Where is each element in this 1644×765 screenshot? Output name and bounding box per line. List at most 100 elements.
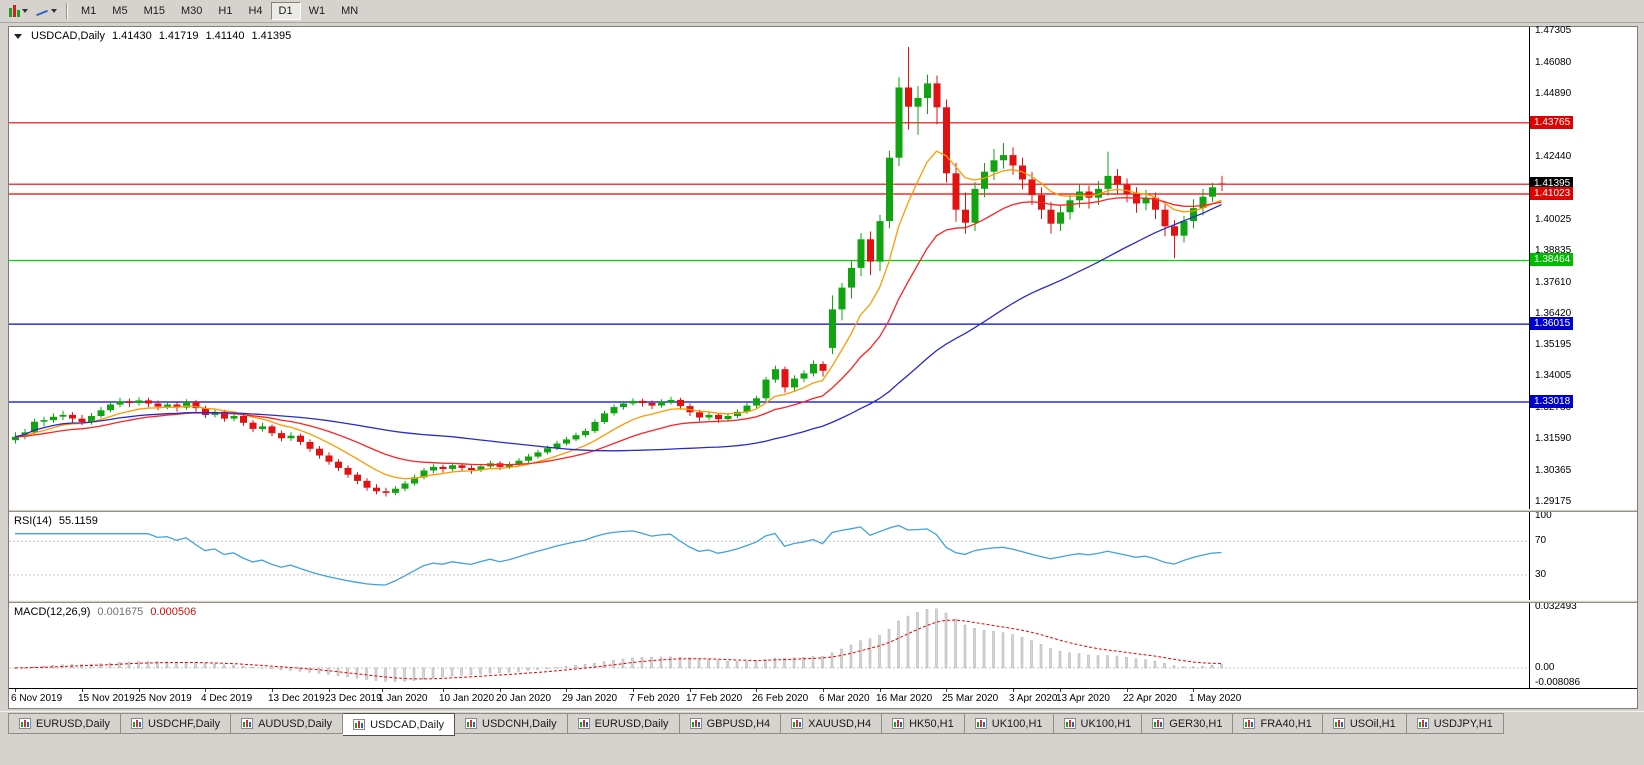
time-axis-tick [1193, 689, 1194, 692]
rsi-indicator-pane[interactable]: RSI(14) 55.1159 [9, 512, 1529, 600]
macd-axis-label: 0.032493 [1535, 601, 1577, 612]
price-badge: 1.33018 [1530, 395, 1574, 408]
chart-type-dropdown[interactable] [5, 3, 32, 19]
chart-tab-icon [1063, 718, 1076, 729]
price-scale[interactable]: 1.47305 1.46080 1.44890 1.42440 1.40025 1.388… [1530, 25, 1637, 688]
rsi-value: 55.1159 [58, 515, 98, 527]
timeframe-button-d1[interactable]: D1 [270, 2, 301, 20]
time-axis-tick [633, 689, 634, 692]
pane-splitter[interactable] [9, 509, 1637, 512]
chart-tab-ger30-h1[interactable]: GER30,H1 [1142, 713, 1234, 734]
chart-tab-usdcnh-daily[interactable]: USDCNH,Daily [455, 713, 568, 734]
ohlc-high: 1.41719 [158, 30, 199, 42]
macd-name: MACD(12,26,9) [14, 606, 91, 618]
price-chart-canvas[interactable] [9, 27, 1529, 509]
chart-tab-uk100-h1[interactable]: UK100,H1 [1053, 713, 1143, 734]
rsi-axis-label: 30 [1535, 569, 1547, 580]
rsi-label: RSI(14) 55.1159 [14, 515, 98, 527]
chart-tab-label: USDCAD,Daily [370, 718, 445, 731]
timeframe-button-m5[interactable]: M5 [112, 5, 128, 17]
chart-tab-fra40-h1[interactable]: FRA40,H1 [1233, 713, 1323, 734]
price-axis-line [1529, 27, 1530, 688]
time-axis-label: 3 Apr 2020 [1009, 693, 1058, 704]
time-axis-label: 26 Feb 2020 [752, 693, 809, 704]
chevron-down-icon [22, 9, 28, 13]
time-axis-label: 1 Jan 2020 [378, 693, 428, 704]
chart-tab-icon [130, 718, 143, 729]
line-chart-dropdown[interactable] [32, 4, 61, 19]
timeframe-button-w1[interactable]: W1 [308, 5, 326, 17]
chart-tab-icon [974, 718, 987, 729]
ohlc-open: 1.41430 [111, 30, 152, 42]
chart-tab-hk50-h1[interactable]: HK50,H1 [882, 713, 965, 734]
timeframe-button-h4[interactable]: H4 [248, 5, 263, 17]
chart-tab-usdchf-daily[interactable]: USDCHF,Daily [120, 713, 232, 734]
chart-tab-icon [577, 718, 590, 729]
time-axis-tick [880, 689, 881, 692]
macd-indicator-pane[interactable]: MACD(12,26,9) 0.001675 0.000506 [9, 603, 1529, 687]
time-axis-label: 4 Dec 2019 [201, 693, 253, 704]
price-axis-label: 1.34005 [1535, 370, 1572, 381]
time-axis-tick [139, 689, 140, 692]
symbol-dropdown-icon[interactable] [14, 33, 22, 39]
time-axis-tick [1127, 689, 1128, 692]
time-axis-label: 6 Nov 2019 [11, 693, 63, 704]
macd-main-value: 0.001675 [97, 606, 144, 618]
chevron-down-icon [51, 9, 57, 13]
chart-tab-label: GBPUSD,H4 [706, 717, 771, 730]
price-axis-label: 1.44890 [1535, 88, 1572, 99]
macd-indicator-canvas [9, 608, 1529, 682]
chart-tab-label: XAUUSD,H4 [808, 717, 872, 730]
chart-tab-usdcad-daily[interactable]: USDCAD,Daily [343, 713, 456, 736]
price-axis-label: 1.42440 [1535, 151, 1572, 162]
time-axis-tick [443, 689, 444, 692]
chart-tab-icon [353, 719, 366, 730]
time-axis-tick [566, 689, 567, 692]
line-chart-icon [36, 6, 49, 17]
chart-tab-usdjpy-h1[interactable]: USDJPY,H1 [1406, 713, 1504, 734]
time-axis-tick [823, 689, 824, 692]
timeframe-button-m15[interactable]: M15 [143, 5, 165, 17]
macd-signal-value: 0.000506 [150, 606, 197, 618]
rsi-axis-label: 100 [1535, 510, 1552, 521]
timeframe-button-m1[interactable]: M1 [81, 5, 97, 17]
chart-tab-usoil-h1[interactable]: USOil,H1 [1322, 713, 1407, 734]
macd-axis-label: 0.00 [1535, 662, 1555, 673]
main-price-pane[interactable]: USDCAD,Daily 1.41430 1.41719 1.41140 1.4… [9, 27, 1529, 509]
toolbar-separator [66, 3, 68, 19]
chart-tab-audusd-daily[interactable]: AUDUSD,Daily [231, 713, 344, 734]
price-axis-label: 1.31590 [1535, 433, 1572, 444]
timeframe-button-h1[interactable]: H1 [218, 5, 233, 17]
macd-label: MACD(12,26,9) 0.001675 0.000506 [14, 606, 196, 618]
time-axis-tick [205, 689, 206, 692]
price-axis-label: 1.47305 [1535, 25, 1572, 36]
time-axis-label: 25 Mar 2020 [942, 693, 999, 704]
price-axis-label: 1.38835 [1535, 245, 1572, 256]
time-scale[interactable]: 6 Nov 2019 15 Nov 2019 25 Nov 2019 4 Dec 20… [9, 688, 1637, 708]
top-toolbar: M1 M5 M15 M30 H1 H4 D1 W1 MN [0, 0, 1644, 23]
chart-tab-eurusd-daily[interactable]: EURUSD,Daily [8, 713, 121, 734]
chart-tab-label: USDJPY,H1 [1433, 717, 1493, 730]
chart-tab-icon [1243, 718, 1256, 729]
chart-tab-xauusd-h4[interactable]: XAUUSD,H4 [781, 713, 883, 734]
timeframe-button-m30[interactable]: M30 [180, 5, 203, 17]
chart-tab-icon [689, 718, 702, 729]
price-axis-label: 1.46080 [1535, 57, 1572, 68]
chart-tab-label: UK100,H1 [1080, 717, 1132, 730]
chart-tab-icon [1416, 718, 1429, 729]
time-axis-tick [82, 689, 83, 692]
chart-tab-eurusd-daily[interactable]: EURUSD,Daily [567, 713, 680, 734]
chart-tab-gbpusd-h4[interactable]: GBPUSD,H4 [679, 713, 782, 734]
chart-tab-icon [19, 718, 31, 729]
chart-tab-uk100-h1[interactable]: UK100,H1 [964, 713, 1054, 734]
time-axis-label: 13 Dec 2019 [268, 693, 325, 704]
chart-window: USDCAD,Daily 1.41430 1.41719 1.41140 1.4… [8, 25, 1638, 709]
chart-tab-icon [1332, 718, 1345, 729]
chart-symbol-label: USDCAD,Daily [31, 30, 105, 42]
timeframe-button-mn[interactable]: MN [341, 5, 359, 17]
pane-splitter[interactable] [9, 600, 1637, 603]
ohlc-low: 1.41140 [205, 30, 245, 42]
time-axis-tick [756, 689, 757, 692]
price-badge: 1.43765 [1530, 116, 1574, 129]
price-axis-label: 1.30365 [1535, 465, 1572, 476]
